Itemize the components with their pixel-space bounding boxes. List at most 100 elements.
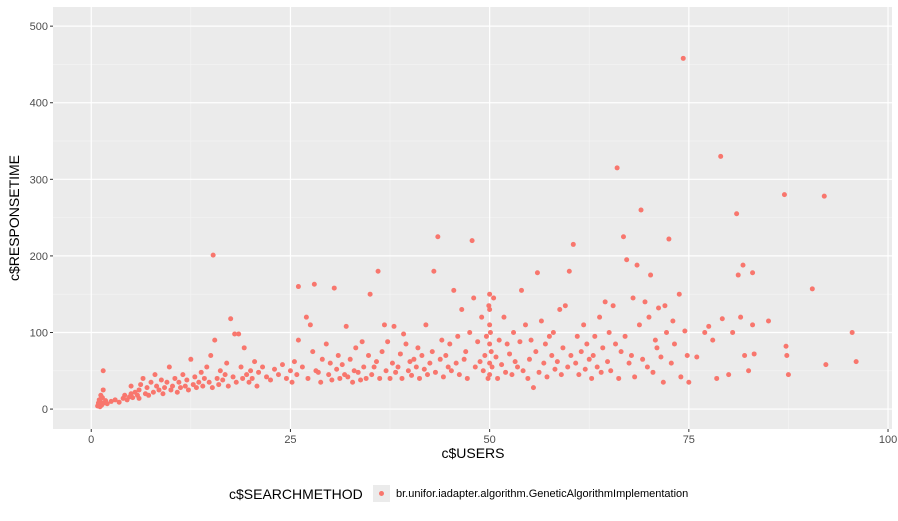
- data-point: [598, 369, 604, 375]
- data-point: [605, 359, 611, 365]
- data-point: [180, 372, 186, 378]
- data-point: [520, 368, 526, 374]
- data-point: [217, 368, 223, 374]
- data-point: [311, 281, 317, 287]
- data-point: [650, 369, 656, 375]
- data-point: [511, 329, 517, 335]
- data-point: [597, 314, 603, 320]
- data-point: [431, 268, 437, 274]
- data-point: [455, 333, 461, 339]
- data-point: [614, 165, 620, 171]
- data-point: [472, 364, 478, 370]
- data-point: [164, 379, 170, 385]
- data-point: [544, 374, 550, 380]
- data-point: [241, 345, 247, 351]
- data-point: [225, 383, 231, 389]
- data-point: [411, 356, 417, 362]
- data-point: [339, 362, 345, 368]
- data-point: [678, 374, 684, 380]
- data-point: [214, 375, 220, 381]
- data-point: [477, 359, 483, 365]
- data-point: [620, 234, 626, 240]
- data-point: [734, 211, 740, 217]
- data-point: [174, 389, 180, 395]
- data-point: [383, 368, 389, 374]
- data-point: [495, 375, 501, 381]
- data-point: [809, 286, 815, 292]
- data-point: [128, 391, 134, 397]
- data-point: [488, 349, 494, 355]
- panel-background: [53, 7, 892, 429]
- data-point: [710, 337, 716, 343]
- data-point: [622, 333, 628, 339]
- y-tick-label: 500: [30, 21, 48, 33]
- data-point: [136, 395, 142, 401]
- data-point: [272, 366, 278, 372]
- data-point: [136, 387, 142, 393]
- data-point: [491, 295, 497, 301]
- data-point: [586, 356, 592, 362]
- data-point: [423, 322, 429, 328]
- data-point: [327, 360, 333, 366]
- data-point: [289, 379, 295, 385]
- data-point: [371, 364, 377, 370]
- data-point: [283, 375, 289, 381]
- data-point: [170, 383, 176, 389]
- data-point: [377, 375, 383, 381]
- y-tick-label: 400: [30, 98, 48, 110]
- data-point: [373, 359, 379, 365]
- data-point: [456, 372, 462, 378]
- data-point: [185, 387, 191, 393]
- data-point: [122, 392, 128, 398]
- data-point: [676, 291, 682, 297]
- data-point: [150, 389, 156, 395]
- data-point: [397, 351, 403, 357]
- data-point: [608, 368, 614, 374]
- data-point: [156, 387, 162, 393]
- data-point: [496, 337, 502, 343]
- data-point: [600, 345, 606, 351]
- data-point: [628, 352, 634, 358]
- data-point: [573, 360, 579, 366]
- data-point: [570, 241, 576, 247]
- data-point: [440, 374, 446, 380]
- data-point: [305, 375, 311, 381]
- data-point: [329, 377, 335, 383]
- grid-minor: [53, 7, 892, 429]
- data-point: [307, 322, 313, 328]
- data-point: [658, 354, 664, 360]
- data-point: [730, 329, 736, 335]
- data-point: [522, 322, 528, 328]
- data-point: [381, 322, 387, 328]
- data-point: [359, 339, 365, 345]
- data-point: [694, 354, 700, 360]
- data-point: [640, 356, 646, 362]
- data-point: [565, 364, 571, 370]
- data-point: [204, 364, 210, 370]
- data-point: [287, 368, 293, 374]
- data-point: [461, 356, 467, 362]
- data-point: [210, 252, 216, 258]
- data-point: [554, 359, 560, 365]
- data-point: [654, 345, 660, 351]
- axis-ticks: 0 25 50 75 100 0 100 200 300 400 500: [30, 21, 898, 446]
- data-point: [335, 352, 341, 358]
- data-point: [515, 364, 521, 370]
- data-point: [487, 329, 493, 335]
- data-point: [99, 395, 105, 401]
- data-point: [451, 287, 457, 293]
- data-point: [130, 395, 136, 401]
- data-point: [248, 368, 254, 374]
- data-point: [100, 368, 106, 374]
- data-point: [291, 359, 297, 365]
- data-point: [387, 375, 393, 381]
- data-point: [582, 366, 588, 372]
- data-point: [355, 369, 361, 375]
- data-point: [517, 339, 523, 345]
- data-point: [367, 291, 373, 297]
- data-point: [602, 299, 608, 305]
- y-tick-label: 200: [30, 251, 48, 263]
- data-point: [541, 360, 547, 366]
- data-point: [552, 366, 558, 372]
- data-point: [616, 375, 622, 381]
